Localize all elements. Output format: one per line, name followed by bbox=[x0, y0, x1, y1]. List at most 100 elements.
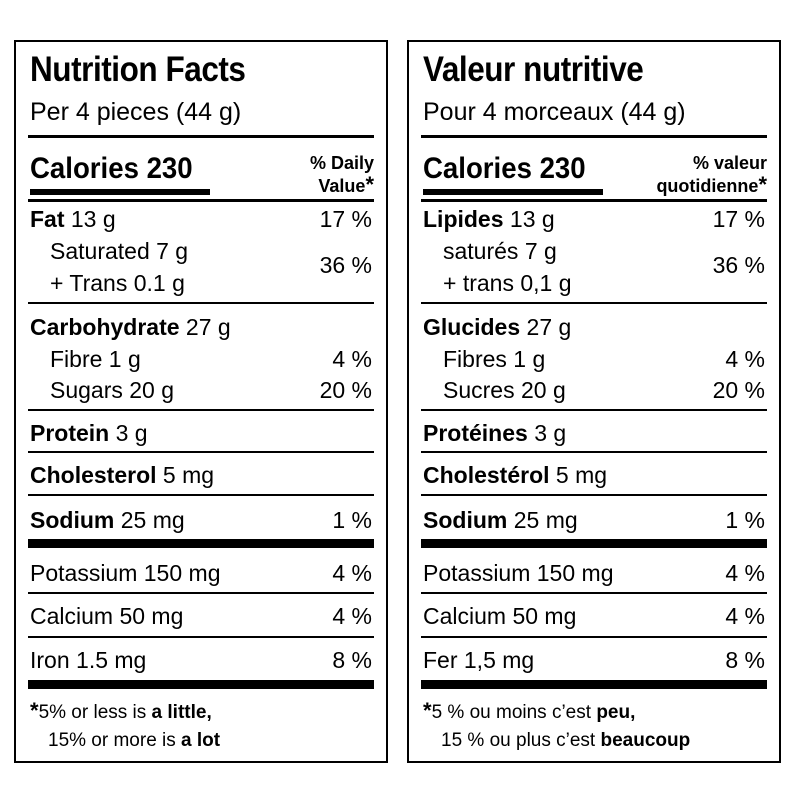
trans-text: + Trans 0.1 g bbox=[50, 270, 185, 296]
serving-size: Pour 4 morceaux (44 g) bbox=[423, 98, 686, 126]
saturated-text: saturés 7 g bbox=[443, 238, 557, 264]
sugars-row: Sugars 20 g 20 % bbox=[30, 377, 372, 407]
protein-label: Protein bbox=[30, 420, 110, 446]
carbohydrate-amount: 27 g bbox=[520, 314, 572, 340]
protein-row: Protéines 3 g bbox=[423, 420, 765, 450]
daily-value-header: % Daily Value* bbox=[310, 152, 374, 197]
panel-title: Nutrition Facts bbox=[30, 50, 246, 89]
carbohydrate-row: Glucides 27 g bbox=[423, 314, 765, 344]
fibre-percent: 4 % bbox=[332, 346, 372, 372]
divider bbox=[421, 409, 767, 411]
cholesterol-label: Cholestérol bbox=[423, 462, 550, 488]
carbohydrate-row: Carbohydrate 27 g bbox=[30, 314, 372, 344]
daily-value-header: % valeur quotidienne* bbox=[656, 152, 767, 197]
sodium-percent: 1 % bbox=[725, 507, 765, 533]
footnote-line1-bold: peu, bbox=[596, 702, 636, 723]
divider bbox=[28, 592, 374, 594]
thick-divider bbox=[28, 539, 374, 548]
iron-row: Fer 1,5 mg 8 % bbox=[423, 647, 765, 677]
fibre-text: Fibres 1 g bbox=[443, 346, 546, 372]
footnote: *5% or less is a little, 15% or more is … bbox=[30, 697, 220, 755]
divider bbox=[421, 451, 767, 453]
fibre-row: Fibre 1 g 4 % bbox=[30, 346, 372, 376]
thick-divider bbox=[421, 539, 767, 548]
dv-header-line2: Value bbox=[318, 176, 366, 196]
protein-amount: 3 g bbox=[527, 420, 567, 446]
potassium-percent: 4 % bbox=[725, 560, 765, 586]
sugars-text: Sugars 20 g bbox=[50, 377, 175, 403]
dv-header-line1: % Daily bbox=[309, 153, 374, 173]
saturated-trans-percent: 36 % bbox=[319, 252, 372, 278]
fibre-percent: 4 % bbox=[725, 346, 765, 372]
divider bbox=[421, 636, 767, 638]
footnote-line2-bold: beaucoup bbox=[600, 730, 691, 751]
footnote-line1-text: 5 % ou moins c’est bbox=[431, 702, 597, 723]
dv-header-line1: % valeur bbox=[692, 153, 767, 173]
calcium-percent: 4 % bbox=[332, 603, 372, 629]
sodium-amount: 25 mg bbox=[507, 507, 578, 533]
fat-percent: 17 % bbox=[319, 206, 372, 232]
carbohydrate-label: Glucides bbox=[423, 314, 521, 340]
cholesterol-row: Cholesterol 5 mg bbox=[30, 462, 372, 492]
fat-label: Fat bbox=[30, 206, 65, 232]
potassium-percent: 4 % bbox=[332, 560, 372, 586]
trans-row: + trans 0,1 g bbox=[423, 270, 765, 300]
fat-label: Lipides bbox=[423, 206, 504, 232]
carbohydrate-amount: 27 g bbox=[179, 314, 231, 340]
sugars-row: Sucres 20 g 20 % bbox=[423, 377, 765, 407]
potassium-row: Potassium 150 mg 4 % bbox=[423, 560, 765, 590]
carbohydrate-label: Carbohydrate bbox=[30, 314, 180, 340]
calcium-text: Calcium 50 mg bbox=[30, 603, 184, 629]
fat-row: Lipides 13 g 17 % bbox=[423, 206, 765, 236]
thick-divider bbox=[421, 680, 767, 689]
divider bbox=[28, 302, 374, 304]
cholesterol-amount: 5 mg bbox=[549, 462, 608, 488]
sodium-label: Sodium bbox=[30, 507, 115, 533]
iron-percent: 8 % bbox=[725, 647, 765, 673]
nutrition-facts-panel-english: Nutrition Facts Per 4 pieces (44 g) Calo… bbox=[14, 40, 388, 763]
fat-percent: 17 % bbox=[712, 206, 765, 232]
divider bbox=[421, 199, 767, 202]
sodium-row: Sodium 25 mg 1 % bbox=[30, 507, 372, 537]
calories-label: Calories 230 bbox=[30, 152, 193, 185]
divider bbox=[28, 494, 374, 496]
sodium-percent: 1 % bbox=[332, 507, 372, 533]
fibre-text: Fibre 1 g bbox=[50, 346, 141, 372]
calcium-row: Calcium 50 mg 4 % bbox=[30, 603, 372, 633]
calories-underline bbox=[30, 189, 210, 195]
asterisk-icon: * bbox=[365, 172, 374, 197]
protein-amount: 3 g bbox=[109, 420, 148, 446]
trans-text: + trans 0,1 g bbox=[443, 270, 572, 296]
calories-label: Calories 230 bbox=[423, 152, 586, 185]
footnote-line2-bold: a lot bbox=[181, 730, 221, 751]
potassium-text: Potassium 150 mg bbox=[30, 560, 221, 586]
cholesterol-amount: 5 mg bbox=[156, 462, 215, 488]
cholesterol-label: Cholesterol bbox=[30, 462, 157, 488]
panel-title: Valeur nutritive bbox=[423, 50, 644, 89]
divider bbox=[28, 451, 374, 453]
calcium-percent: 4 % bbox=[725, 603, 765, 629]
iron-percent: 8 % bbox=[332, 647, 372, 673]
divider bbox=[28, 199, 374, 202]
dv-header-line2: quotidienne bbox=[656, 176, 759, 196]
trans-row: + Trans 0.1 g bbox=[30, 270, 372, 300]
fat-row: Fat 13 g 17 % bbox=[30, 206, 372, 236]
fat-amount: 13 g bbox=[64, 206, 116, 232]
footnote-line1-text: 5% or less is bbox=[38, 702, 152, 723]
saturated-text: Saturated 7 g bbox=[50, 238, 189, 264]
saturated-trans-percent: 36 % bbox=[712, 252, 765, 278]
saturated-row: Saturated 7 g bbox=[30, 238, 372, 268]
footnote: *5 % ou moins c’est peu, 15 % ou plus c’… bbox=[423, 697, 690, 755]
divider bbox=[421, 135, 767, 138]
asterisk-icon: * bbox=[423, 698, 432, 723]
sodium-label: Sodium bbox=[423, 507, 508, 533]
fat-amount: 13 g bbox=[503, 206, 555, 232]
sugars-text: Sucres 20 g bbox=[443, 377, 566, 403]
iron-text: Iron 1.5 mg bbox=[30, 647, 147, 673]
asterisk-icon: * bbox=[758, 172, 767, 197]
potassium-row: Potassium 150 mg 4 % bbox=[30, 560, 372, 590]
protein-label: Protéines bbox=[423, 420, 528, 446]
divider bbox=[28, 135, 374, 138]
fibre-row: Fibres 1 g 4 % bbox=[423, 346, 765, 376]
sugars-percent: 20 % bbox=[319, 377, 372, 403]
